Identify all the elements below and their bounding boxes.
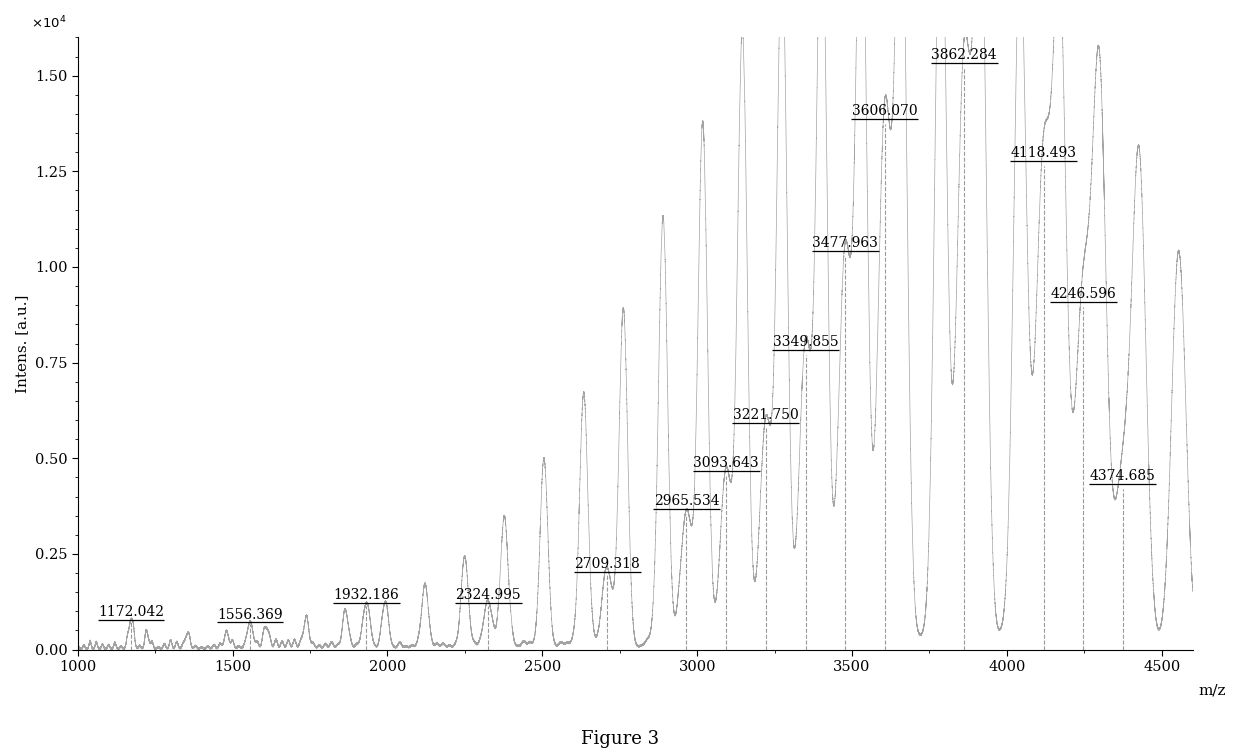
Text: Figure 3: Figure 3 — [580, 730, 660, 748]
Text: 1556.369: 1556.369 — [217, 608, 283, 621]
Text: 4246.596: 4246.596 — [1050, 287, 1116, 302]
Text: 3862.284: 3862.284 — [931, 48, 997, 62]
Text: 2709.318: 2709.318 — [574, 557, 640, 572]
Text: 4374.685: 4374.685 — [1090, 469, 1156, 483]
Text: 1932.186: 1932.186 — [334, 588, 399, 602]
Text: 1172.042: 1172.042 — [98, 605, 164, 619]
Text: $\times 10^4$: $\times 10^4$ — [31, 14, 67, 31]
Text: 2965.534: 2965.534 — [653, 494, 719, 508]
Text: 3093.643: 3093.643 — [693, 456, 759, 469]
Y-axis label: Intens. [a.u.]: Intens. [a.u.] — [15, 294, 29, 392]
Text: 2324.995: 2324.995 — [455, 588, 521, 602]
Text: 3349.855: 3349.855 — [773, 335, 838, 349]
Text: 3477.963: 3477.963 — [812, 236, 878, 249]
Text: 4118.493: 4118.493 — [1011, 146, 1076, 160]
Text: 3221.750: 3221.750 — [733, 408, 799, 422]
Text: 3606.070: 3606.070 — [852, 104, 918, 118]
Text: m/z: m/z — [1198, 683, 1226, 697]
